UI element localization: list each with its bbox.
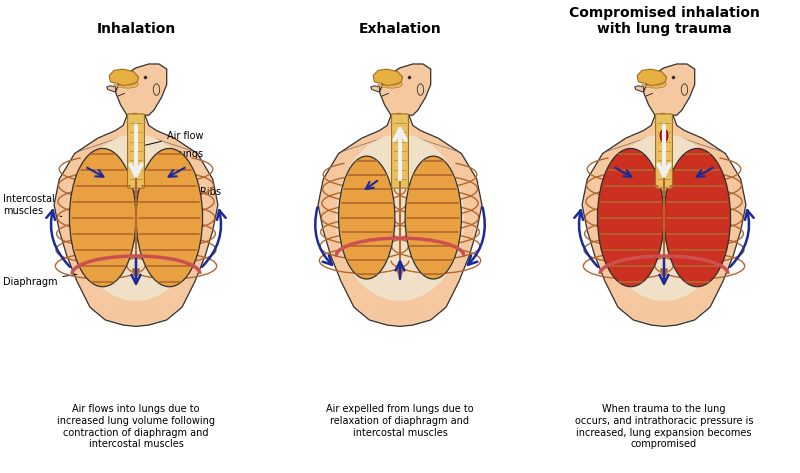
Ellipse shape <box>660 129 668 142</box>
Ellipse shape <box>664 149 730 287</box>
Title: Inhalation: Inhalation <box>96 22 176 36</box>
Text: Air flows into lungs due to
increased lung volume following
contraction of diaph: Air flows into lungs due to increased lu… <box>57 404 215 449</box>
Ellipse shape <box>670 155 724 210</box>
Polygon shape <box>113 82 138 88</box>
Text: Lungs: Lungs <box>174 149 203 184</box>
Text: Intercostal
muscles: Intercostal muscles <box>3 194 62 217</box>
Ellipse shape <box>598 149 664 287</box>
Ellipse shape <box>336 134 464 301</box>
Polygon shape <box>634 86 643 92</box>
FancyBboxPatch shape <box>655 114 673 188</box>
Polygon shape <box>641 82 666 88</box>
Polygon shape <box>396 269 404 279</box>
Polygon shape <box>660 269 668 279</box>
Polygon shape <box>377 82 402 88</box>
Text: Air expelled from lungs due to
relaxation of diaphragm and
intercostal muscles: Air expelled from lungs due to relaxatio… <box>326 404 474 438</box>
Polygon shape <box>106 86 115 92</box>
Title: Exhalation: Exhalation <box>358 22 442 36</box>
Ellipse shape <box>142 155 196 210</box>
Ellipse shape <box>76 155 130 210</box>
Text: Diaphragm: Diaphragm <box>3 274 77 287</box>
Text: Air flow: Air flow <box>145 131 203 145</box>
Polygon shape <box>643 64 694 115</box>
Ellipse shape <box>600 134 728 301</box>
FancyBboxPatch shape <box>127 114 145 188</box>
Ellipse shape <box>338 156 395 279</box>
Ellipse shape <box>604 155 658 210</box>
FancyBboxPatch shape <box>391 114 409 188</box>
Polygon shape <box>582 115 746 326</box>
Ellipse shape <box>418 84 424 96</box>
Ellipse shape <box>405 156 462 279</box>
Polygon shape <box>109 69 138 86</box>
Title: Compromised inhalation
with lung trauma: Compromised inhalation with lung trauma <box>569 6 759 36</box>
Ellipse shape <box>72 134 200 301</box>
Polygon shape <box>115 64 166 115</box>
Polygon shape <box>379 64 430 115</box>
Ellipse shape <box>344 162 390 211</box>
Ellipse shape <box>682 84 688 96</box>
Ellipse shape <box>136 149 202 287</box>
Polygon shape <box>370 86 379 92</box>
Text: When trauma to the lung
occurs, and intrathoracic pressure is
increased, lung ex: When trauma to the lung occurs, and intr… <box>574 404 754 449</box>
Ellipse shape <box>70 149 136 287</box>
Polygon shape <box>373 69 402 86</box>
Polygon shape <box>132 269 140 279</box>
Ellipse shape <box>410 162 456 211</box>
Polygon shape <box>318 115 482 326</box>
Ellipse shape <box>154 84 160 96</box>
Polygon shape <box>637 69 666 86</box>
Text: Ribs: Ribs <box>194 187 221 203</box>
Polygon shape <box>54 115 218 326</box>
